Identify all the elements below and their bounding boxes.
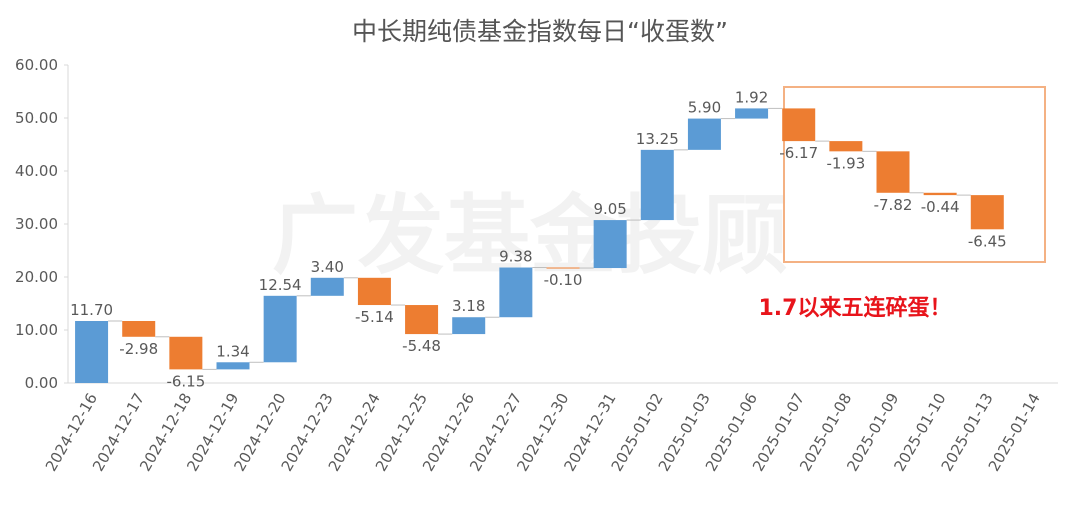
y-tick-label: 40.00 [15,162,58,180]
data-label: 13.25 [636,130,679,148]
annotation: 1.7以来五连碎蛋！ [759,295,952,321]
data-label: -7.82 [874,196,913,214]
bar [593,220,627,269]
data-label: -0.10 [544,271,583,289]
y-tick-label: 10.00 [15,321,58,339]
data-label: 9.05 [593,200,626,218]
bar [122,320,156,337]
bar [310,277,344,296]
bar [452,317,486,335]
y-tick-label: 50.00 [15,109,58,127]
data-label: -0.44 [921,198,960,216]
bar [640,149,674,221]
bar [499,267,533,318]
chart-title: 中长期纯债基金指数每日“收蛋数” [352,17,728,46]
data-label: -5.14 [355,308,394,326]
data-label: 3.40 [311,258,344,276]
data-label: -6.45 [968,232,1007,250]
data-label: 3.18 [452,297,485,315]
bar [687,118,721,150]
highlight-box [783,86,1046,263]
y-tick-label: 30.00 [15,215,58,233]
data-label: 5.90 [688,99,721,117]
bar [263,295,297,363]
data-label: 9.38 [499,248,532,266]
y-tick-label: 0.00 [25,374,58,392]
bar [169,336,203,370]
bar [216,362,250,370]
bar [546,267,580,269]
data-label: -6.17 [779,144,818,162]
bar [876,151,910,193]
data-label: -2.98 [119,340,158,358]
data-label: 1.92 [735,88,768,106]
bar [405,305,439,335]
bar [923,192,957,196]
y-tick-label: 60.00 [15,56,58,74]
data-label: -5.48 [402,337,441,355]
bar [735,108,769,119]
data-label: -6.15 [166,372,205,390]
bar [75,320,109,383]
data-label: 11.70 [70,301,113,319]
bar [782,108,816,142]
bar [357,277,391,306]
bar [970,195,1004,230]
data-label: 12.54 [259,276,302,294]
y-tick-label: 20.00 [15,268,58,286]
data-label: -1.93 [826,154,865,172]
bar [829,141,863,152]
data-label: 1.34 [216,342,249,360]
